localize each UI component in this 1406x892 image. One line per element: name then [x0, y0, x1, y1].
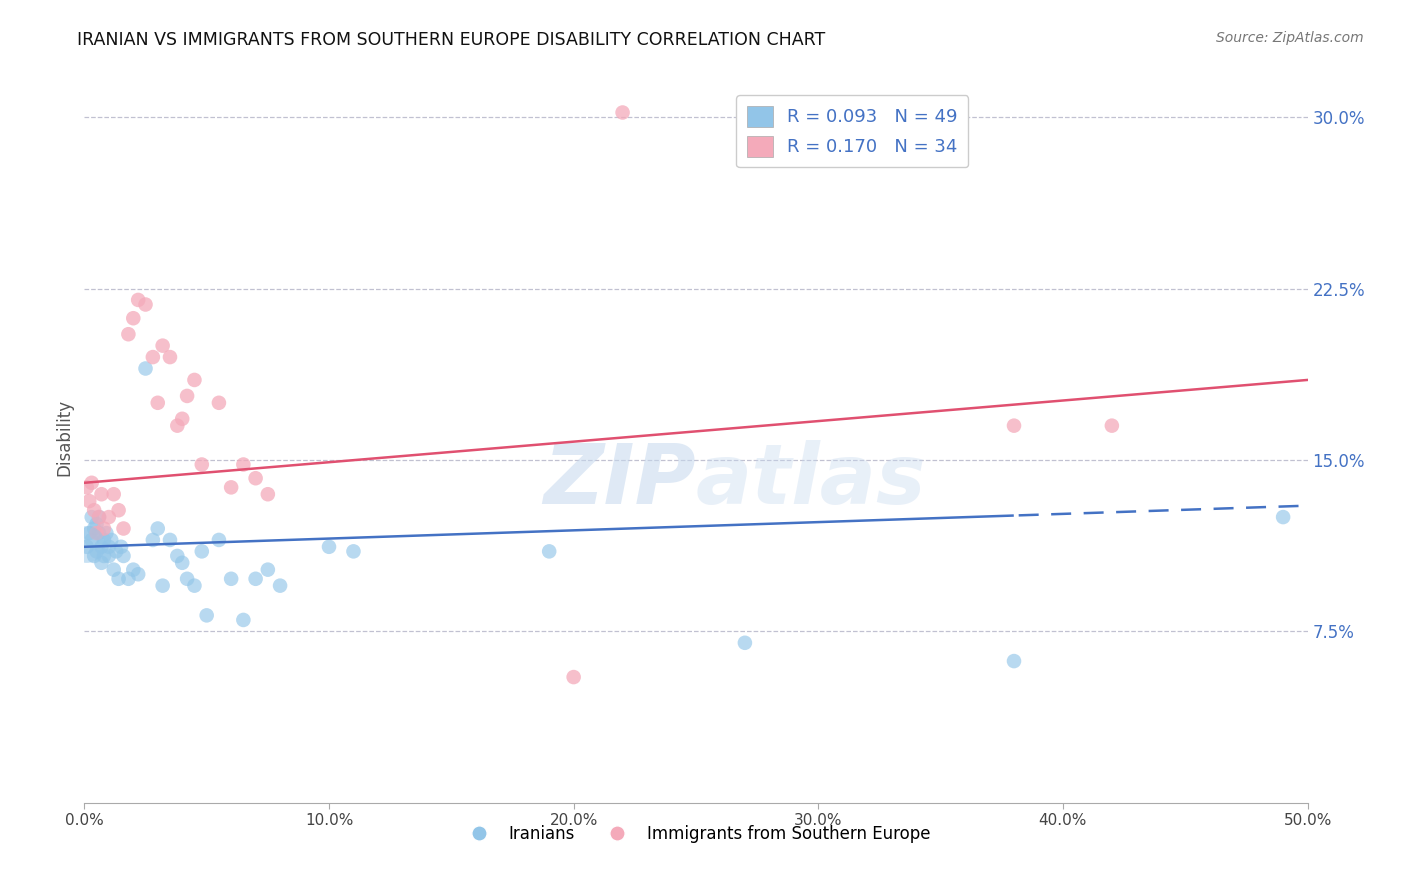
- Point: [612, 105, 634, 120]
- Point: [538, 544, 561, 558]
- Point: [166, 549, 188, 563]
- Point: [1002, 654, 1025, 668]
- Point: [176, 572, 198, 586]
- Point: [93, 533, 115, 547]
- Point: [219, 572, 242, 586]
- Point: [152, 579, 174, 593]
- Point: [97, 510, 120, 524]
- Point: [146, 521, 169, 535]
- Point: [176, 389, 198, 403]
- Point: [86, 544, 108, 558]
- Point: [127, 293, 149, 307]
- Point: [80, 510, 103, 524]
- Point: [96, 526, 118, 541]
- Point: [103, 487, 125, 501]
- Point: [80, 475, 103, 490]
- Point: [342, 544, 364, 558]
- Point: [90, 487, 112, 501]
- Point: [208, 533, 231, 547]
- Point: [97, 540, 120, 554]
- Point: [107, 503, 129, 517]
- Point: [734, 636, 756, 650]
- Point: [90, 540, 112, 554]
- Point: [117, 572, 139, 586]
- Point: [103, 563, 125, 577]
- Point: [83, 521, 105, 535]
- Point: [245, 471, 267, 485]
- Point: [183, 373, 205, 387]
- Point: [110, 540, 132, 554]
- Text: Source: ZipAtlas.com: Source: ZipAtlas.com: [1216, 31, 1364, 45]
- Point: [80, 533, 103, 547]
- Point: [112, 521, 135, 535]
- Point: [86, 516, 108, 531]
- Point: [159, 350, 181, 364]
- Point: [1272, 510, 1295, 524]
- Point: [90, 556, 112, 570]
- Point: [159, 533, 181, 547]
- Text: ZIP: ZIP: [543, 441, 696, 522]
- Point: [87, 510, 110, 524]
- Point: [172, 556, 194, 570]
- Legend: Iranians, Immigrants from Southern Europe: Iranians, Immigrants from Southern Europ…: [456, 818, 936, 849]
- Point: [76, 540, 98, 554]
- Point: [93, 549, 115, 563]
- Point: [127, 567, 149, 582]
- Point: [86, 526, 108, 541]
- Point: [76, 480, 98, 494]
- Point: [142, 533, 165, 547]
- Point: [87, 510, 110, 524]
- Point: [1101, 418, 1123, 433]
- Point: [257, 487, 280, 501]
- Point: [245, 572, 267, 586]
- Point: [135, 361, 157, 376]
- Point: [166, 418, 188, 433]
- Point: [152, 338, 174, 352]
- Point: [97, 549, 120, 563]
- Point: [191, 458, 214, 472]
- Point: [83, 549, 105, 563]
- Point: [146, 396, 169, 410]
- Point: [232, 613, 254, 627]
- Point: [122, 311, 145, 326]
- Point: [172, 412, 194, 426]
- Point: [100, 533, 122, 547]
- Point: [83, 503, 105, 517]
- Point: [105, 544, 128, 558]
- Point: [87, 526, 110, 541]
- Point: [269, 579, 291, 593]
- Point: [1002, 418, 1025, 433]
- Point: [191, 544, 214, 558]
- Text: atlas: atlas: [696, 441, 927, 522]
- Point: [77, 494, 100, 508]
- Y-axis label: Disability: Disability: [55, 399, 73, 475]
- Point: [208, 396, 231, 410]
- Point: [562, 670, 585, 684]
- Point: [122, 563, 145, 577]
- Point: [195, 608, 218, 623]
- Point: [318, 540, 340, 554]
- Point: [232, 458, 254, 472]
- Text: IRANIAN VS IMMIGRANTS FROM SOUTHERN EUROPE DISABILITY CORRELATION CHART: IRANIAN VS IMMIGRANTS FROM SOUTHERN EURO…: [77, 31, 825, 49]
- Point: [183, 579, 205, 593]
- Point: [77, 526, 100, 541]
- Point: [219, 480, 242, 494]
- Point: [76, 537, 98, 551]
- Point: [135, 297, 157, 311]
- Point: [117, 327, 139, 342]
- Point: [142, 350, 165, 364]
- Point: [112, 549, 135, 563]
- Point: [257, 563, 280, 577]
- Point: [93, 521, 115, 535]
- Point: [107, 572, 129, 586]
